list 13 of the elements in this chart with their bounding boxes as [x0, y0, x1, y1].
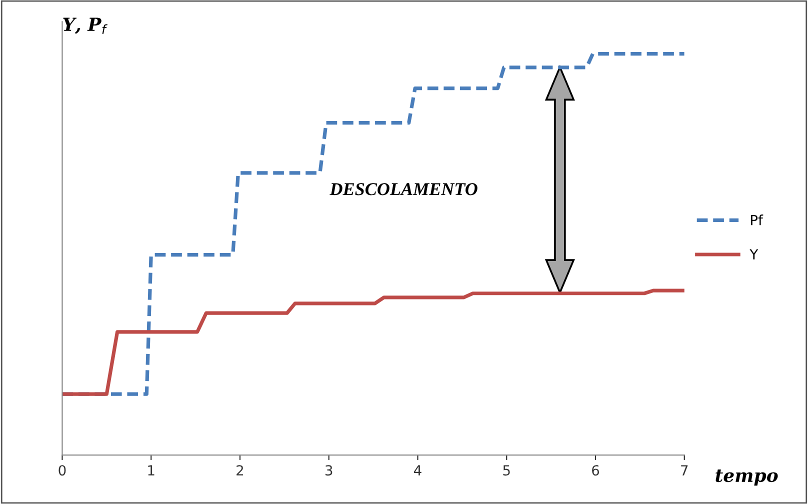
x-tick-label: 2	[236, 465, 244, 476]
y-axis-title: Y, P$_{f}$	[63, 18, 108, 34]
x-tick-label: 5	[503, 465, 510, 476]
legend-label: Y	[750, 249, 758, 260]
x-tick-label: 7	[681, 465, 688, 476]
x-tick-label: 3	[325, 465, 332, 476]
x-axis-title: tempo	[716, 470, 778, 486]
x-tick-label: 4	[414, 465, 422, 476]
annotation: DESCOLAMENTO	[330, 183, 478, 196]
x-tick-label: 6	[592, 465, 600, 476]
legend-label: Pf	[751, 214, 764, 226]
x-tick-label: 0	[58, 465, 66, 476]
x-tick-label: 1	[148, 465, 154, 476]
